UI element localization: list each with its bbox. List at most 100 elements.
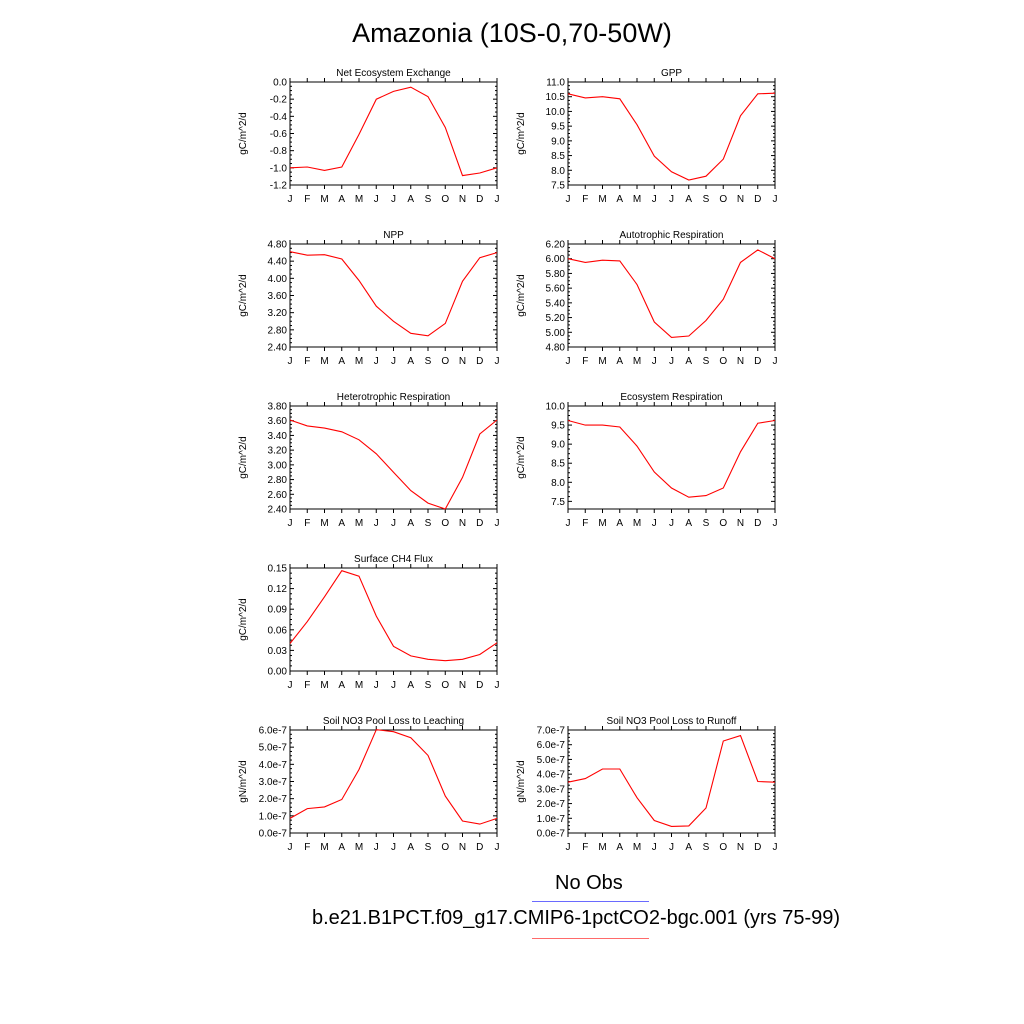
y-tick-label: 3.60 bbox=[268, 291, 288, 302]
x-tick-label: O bbox=[441, 680, 449, 691]
x-tick-label: M bbox=[633, 194, 641, 205]
y-tick-label: -0.2 bbox=[270, 95, 288, 106]
legend-obs-label: No Obs bbox=[555, 872, 623, 894]
plot-frame bbox=[289, 567, 498, 672]
y-tick-label: 6.0e-7 bbox=[259, 726, 288, 737]
x-tick-label: S bbox=[425, 518, 432, 529]
series-line bbox=[289, 86, 498, 177]
chart-title: Soil NO3 Pool Loss to Runoff bbox=[607, 716, 737, 727]
y-tick-label: 10.5 bbox=[546, 92, 566, 103]
x-tick-label: N bbox=[459, 194, 466, 205]
x-tick-label: M bbox=[320, 356, 328, 367]
chart-title: Ecosystem Respiration bbox=[620, 392, 722, 403]
y-tick-label: 3.80 bbox=[268, 402, 288, 413]
x-tick-label: A bbox=[338, 842, 345, 853]
x-tick-label: A bbox=[685, 194, 692, 205]
x-tick-label: D bbox=[476, 356, 483, 367]
x-tick-label: M bbox=[633, 842, 641, 853]
x-tick-label: A bbox=[338, 680, 345, 691]
x-tick-label: A bbox=[407, 194, 414, 205]
y-tick-label: 9.5 bbox=[551, 122, 565, 133]
x-tick-label: J bbox=[288, 680, 293, 691]
series-line bbox=[289, 251, 498, 337]
x-tick-label: J bbox=[374, 356, 379, 367]
chart-title: Net Ecosystem Exchange bbox=[336, 68, 451, 79]
x-tick-label: J bbox=[566, 194, 571, 205]
x-tick-label: M bbox=[320, 842, 328, 853]
x-tick-label: J bbox=[374, 518, 379, 529]
x-tick-label: F bbox=[582, 194, 588, 205]
x-tick-label: M bbox=[320, 194, 328, 205]
y-tick-label: 5.0e-7 bbox=[537, 755, 566, 766]
series-line bbox=[567, 734, 776, 827]
x-tick-label: J bbox=[374, 680, 379, 691]
series-line bbox=[289, 419, 498, 510]
x-tick-label: S bbox=[703, 194, 710, 205]
x-tick-label: A bbox=[616, 518, 623, 529]
x-tick-label: M bbox=[355, 518, 363, 529]
x-tick-label: J bbox=[374, 194, 379, 205]
y-tick-label: 11.0 bbox=[546, 78, 565, 89]
x-tick-label: N bbox=[737, 842, 744, 853]
x-tick-label: A bbox=[616, 356, 623, 367]
x-tick-label: S bbox=[425, 842, 432, 853]
y-tick-label: 0.03 bbox=[268, 646, 288, 657]
x-tick-label: J bbox=[652, 518, 657, 529]
y-tick-label: -0.6 bbox=[270, 129, 288, 140]
chart-panel: Soil NO3 Pool Loss to Leaching gN/m^2/d 0.… bbox=[238, 716, 500, 853]
plot-frame bbox=[289, 243, 498, 348]
y-tick-label: 0.0 bbox=[273, 78, 287, 89]
x-tick-label: A bbox=[407, 518, 414, 529]
x-tick-label: O bbox=[719, 194, 727, 205]
x-tick-label: J bbox=[288, 194, 293, 205]
x-tick-label: J bbox=[566, 518, 571, 529]
x-tick-label: J bbox=[391, 842, 396, 853]
x-tick-label: M bbox=[355, 356, 363, 367]
chart-title: NPP bbox=[383, 230, 404, 241]
legend-model-label: b.e21.B1PCT.f09_g17.CMIP6-1pctCO2-bgc.00… bbox=[312, 907, 841, 929]
x-tick-label: F bbox=[304, 356, 310, 367]
x-tick-label: J bbox=[495, 680, 500, 691]
x-tick-label: F bbox=[304, 518, 310, 529]
x-tick-label: J bbox=[773, 356, 778, 367]
x-tick-label: M bbox=[598, 842, 606, 853]
y-axis-label: gC/m^2/d bbox=[238, 436, 249, 479]
chart-title: Heterotrophic Respiration bbox=[337, 392, 450, 403]
chart-panel: NPP gC/m^2/d 2.40 2.80 3.20 3.60 4.00 4.40 4.80 J… bbox=[238, 230, 500, 367]
chart-panel: Autotrophic Respiration gC/m^2/d 4.80 5.00 5… bbox=[516, 230, 778, 367]
x-tick-label: S bbox=[425, 194, 432, 205]
x-tick-label: A bbox=[338, 356, 345, 367]
x-tick-label: D bbox=[754, 194, 761, 205]
x-tick-label: A bbox=[616, 194, 623, 205]
x-tick-label: F bbox=[582, 518, 588, 529]
y-axis-label: gC/m^2/d bbox=[516, 274, 527, 317]
chart-panel: Ecosystem Respiration gC/m^2/d 7.5 8.0 8.5 9.… bbox=[516, 392, 778, 529]
x-tick-label: J bbox=[495, 842, 500, 853]
y-tick-label: 7.5 bbox=[551, 497, 565, 508]
x-tick-label: N bbox=[459, 518, 466, 529]
x-tick-label: J bbox=[652, 194, 657, 205]
y-tick-label: 5.20 bbox=[546, 313, 566, 324]
x-tick-label: J bbox=[773, 194, 778, 205]
x-tick-label: J bbox=[391, 518, 396, 529]
chart-panel: Surface CH4 Flux gC/m^2/d 0.00 0.03 0.06 0.09… bbox=[238, 554, 500, 691]
y-tick-label: 2.60 bbox=[268, 490, 288, 501]
y-tick-label: 0.09 bbox=[268, 605, 288, 616]
x-tick-label: D bbox=[476, 518, 483, 529]
legend-obs-line bbox=[532, 901, 649, 902]
x-tick-label: M bbox=[598, 356, 606, 367]
x-tick-label: J bbox=[773, 518, 778, 529]
x-tick-label: F bbox=[304, 842, 310, 853]
y-tick-label: 3.0e-7 bbox=[259, 777, 288, 788]
x-tick-label: O bbox=[441, 194, 449, 205]
y-tick-label: 9.5 bbox=[551, 421, 565, 432]
y-tick-label: 0.12 bbox=[268, 584, 288, 595]
y-tick-label: 1.0e-7 bbox=[537, 814, 566, 825]
y-tick-label: 3.00 bbox=[268, 460, 288, 471]
x-tick-label: N bbox=[459, 842, 466, 853]
x-tick-label: F bbox=[582, 356, 588, 367]
plot-frame bbox=[289, 729, 498, 834]
y-tick-label: 8.5 bbox=[551, 151, 565, 162]
chart-title: GPP bbox=[661, 68, 682, 79]
